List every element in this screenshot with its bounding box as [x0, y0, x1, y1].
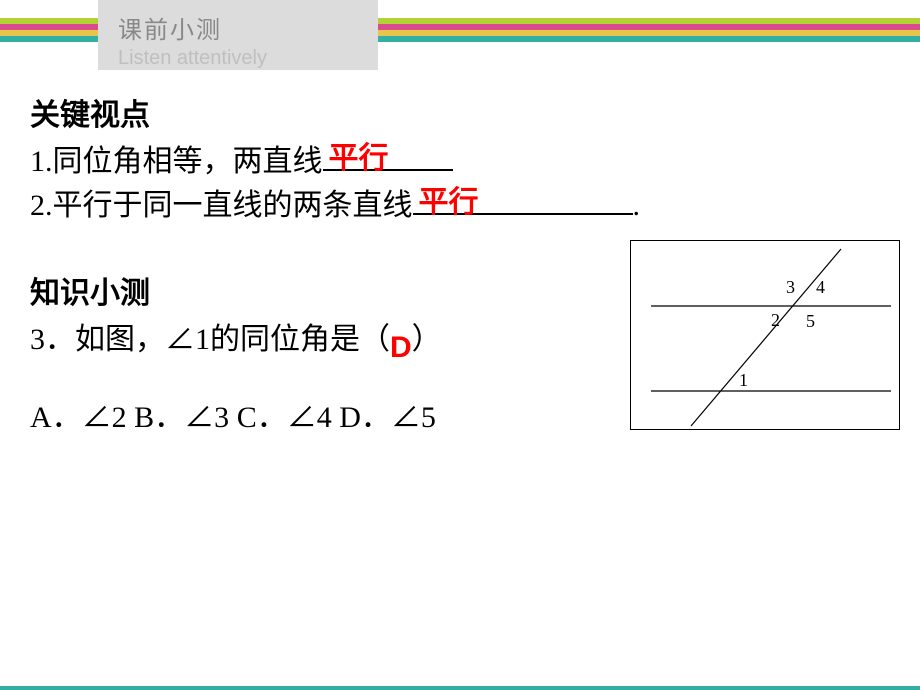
- q2-line: 2.平行于同一直线的两条直线 平行 .: [30, 184, 900, 228]
- option-d: D．∠5: [339, 401, 436, 434]
- q1-answer: 平行: [329, 137, 389, 181]
- q3-answer: D: [390, 331, 412, 364]
- q2-suffix: .: [633, 189, 641, 222]
- header-title-cn: 课前小测: [118, 10, 358, 45]
- q2-answer: 平行: [419, 181, 479, 225]
- option-b: B．∠3: [134, 401, 229, 434]
- svg-text:4: 4: [816, 277, 825, 297]
- header-title-en: Listen attentively: [118, 47, 358, 70]
- q1-pre: 1.同位角相等，两直线: [30, 145, 323, 178]
- section1-title: 关键视点: [30, 90, 900, 134]
- option-c: C．∠4: [237, 401, 332, 434]
- svg-text:1: 1: [739, 370, 748, 390]
- angle-diagram: 3 4 2 5 1: [630, 240, 900, 430]
- header-tab: 课前小测 Listen attentively: [98, 0, 378, 70]
- q1-line: 1.同位角相等，两直线 平行: [30, 140, 900, 184]
- option-a: A．∠2: [30, 401, 127, 434]
- svg-text:5: 5: [806, 311, 815, 331]
- q2-blank: 平行: [413, 185, 633, 215]
- q3-suffix: ）: [412, 323, 442, 356]
- q1-blank: 平行: [323, 141, 453, 171]
- q3-pre: 3．如图，∠1的同位角是（: [30, 323, 390, 356]
- svg-text:2: 2: [771, 310, 780, 330]
- angle-diagram-svg: 3 4 2 5 1: [631, 241, 901, 431]
- svg-text:3: 3: [786, 277, 795, 297]
- bottom-stripe: [0, 686, 920, 690]
- q2-pre: 2.平行于同一直线的两条直线: [30, 189, 413, 222]
